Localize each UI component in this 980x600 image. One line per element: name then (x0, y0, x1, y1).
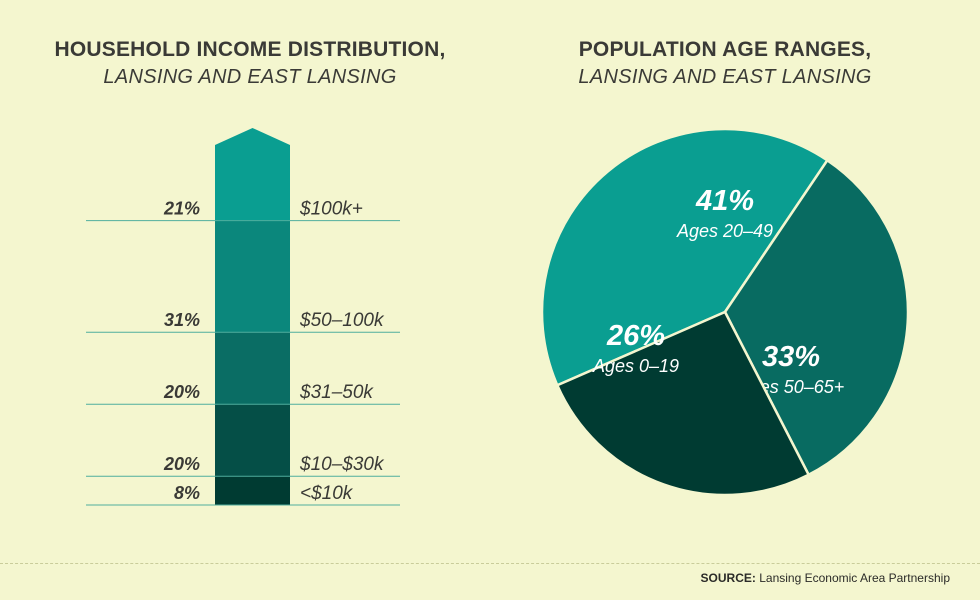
source-text: Lansing Economic Area Partnership (759, 571, 950, 585)
age-chart-title: POPULATION AGE RANGES, LANSING AND EAST … (510, 38, 940, 89)
income-pct-label-50-100k: 31% (164, 310, 200, 330)
pie-pct-label-ages-0-19: 26% (606, 320, 665, 352)
age-title-line1: POPULATION AGE RANGES, (578, 38, 872, 61)
income-pct-label-10-30k: 20% (163, 454, 200, 474)
income-pct-label-100k: 21% (163, 199, 200, 219)
pie-slice-ages-0-19 (555, 310, 811, 497)
income-bar-segment-10-30k (215, 404, 290, 477)
income-category-label-100k: $100k+ (299, 199, 363, 220)
income-pct-label-31-50k: 20% (163, 382, 200, 402)
income-category-label-31-50k: $31–50k (299, 382, 374, 403)
income-bar-segment-50-100k (215, 220, 290, 333)
source-label: SOURCE: (700, 571, 756, 585)
income-title-line1: HOUSEHOLD INCOME DISTRIBUTION, (54, 38, 446, 61)
income-pct-label-10k: 8% (174, 483, 200, 503)
source-credit: SOURCE: Lansing Economic Area Partnershi… (701, 571, 950, 585)
income-category-label-10-30k: $10–$30k (299, 454, 385, 475)
income-bar-segment-100k (215, 128, 290, 221)
pie-slice-ages-20-49 (540, 127, 830, 387)
income-chart-title: HOUSEHOLD INCOME DISTRIBUTION, LANSING A… (40, 38, 460, 89)
pie-slice-ages-50-65 (723, 158, 910, 477)
income-category-label-10k: <$10k (300, 483, 354, 504)
pie-slice-label-ages-0-19: Ages 0–19 (592, 356, 679, 376)
income-title-line2: LANSING AND EAST LANSING (103, 66, 397, 88)
income-bar-segment-10k (215, 476, 290, 505)
pie-slice-label-ages-20-49: Ages 20–49 (676, 221, 773, 241)
footer-divider (0, 563, 980, 564)
income-bar-segment-31-50k (215, 332, 290, 405)
income-category-label-50-100k: $50–100k (299, 310, 385, 331)
pie-pct-label-ages-20-49: 41% (695, 185, 754, 217)
pie-pct-label-ages-50-65: 33% (762, 341, 820, 373)
age-title-line2: LANSING AND EAST LANSING (578, 66, 872, 88)
